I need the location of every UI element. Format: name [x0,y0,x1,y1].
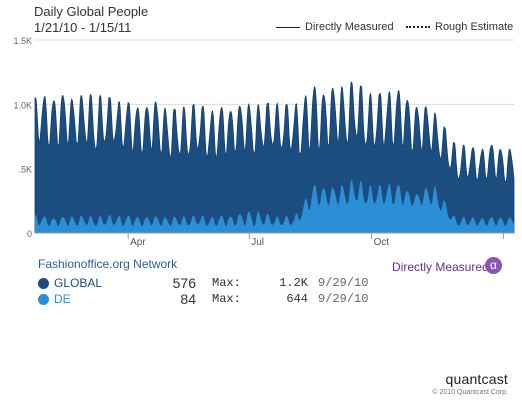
max-date: 9/29/10 [318,292,369,306]
quantcast-logo[interactable]: quantcast [445,371,508,387]
max-date: 9/29/10 [318,276,369,290]
dotted-line-icon [406,26,430,28]
legend-label: Directly Measured [305,21,394,33]
y-tick-label: .5K [18,165,32,175]
y-tick-label: 1.5K [13,36,32,46]
max-label: Max: [212,276,241,290]
max-value: 1.2K [279,276,308,290]
chart-series [34,81,515,234]
series-name-link[interactable]: DE [54,292,71,306]
x-tick-label: Apr [130,237,146,248]
network-link[interactable]: Fashionoffice.org Network [38,257,178,271]
directly-measured-label[interactable]: Directly Measured [392,260,489,274]
alpha-badge-icon[interactable]: α [485,257,502,274]
solid-line-icon [276,26,300,28]
chart-date-range: 1/21/10 - 1/15/11 [34,20,132,35]
max-label: Max: [212,292,241,306]
series-color-dot [38,294,49,305]
legend-label: Rough Estimate [435,21,514,33]
chart-title: Daily Global People [34,4,149,19]
legend-directly-measured: Directly Measured [276,21,394,33]
series-value: 84 [180,291,196,307]
series-area-global [34,81,515,234]
x-tick-label: Oct [374,237,390,248]
series-name-link[interactable]: GLOBAL [54,276,103,290]
series-area-de [35,180,514,233]
y-tick-label: 0 [27,229,32,239]
area-chart: 0 .5K 1.0K 1.5K Apr Jul Oct [13,36,515,248]
series-color-dot [38,278,49,289]
legend-rough-estimate: Rough Estimate [406,21,513,33]
series-value: 576 [172,275,196,291]
y-tick-label: 1.0K [13,100,32,110]
copyright: © 2010 Quantcast Corp. [432,389,508,396]
chart-axes: 0 .5K 1.0K 1.5K Apr Jul Oct [13,36,514,248]
x-tick-label: Jul [251,237,264,248]
max-value: 644 [286,292,308,306]
